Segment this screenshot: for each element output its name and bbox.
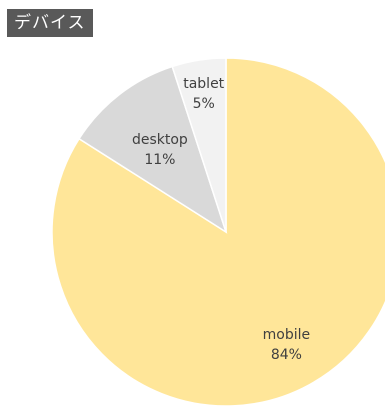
pie-slice-tablet	[171, 57, 227, 233]
slice-value-desktop: 11%	[144, 152, 175, 168]
slice-label-desktop: desktop	[132, 132, 188, 148]
slice-value-mobile: 84%	[271, 347, 302, 363]
pie-slice-desktop	[78, 65, 228, 234]
slice-label-tablet: tablet	[183, 76, 224, 92]
chart-title: デバイス	[7, 9, 93, 37]
pie-slice-mobile	[51, 57, 385, 407]
pie-slices	[51, 57, 385, 407]
slice-label-mobile: mobile	[263, 327, 310, 343]
pie-labels: mobile 84% desktop 11% tablet 5%	[132, 76, 310, 363]
slice-value-tablet: 5%	[193, 96, 215, 112]
